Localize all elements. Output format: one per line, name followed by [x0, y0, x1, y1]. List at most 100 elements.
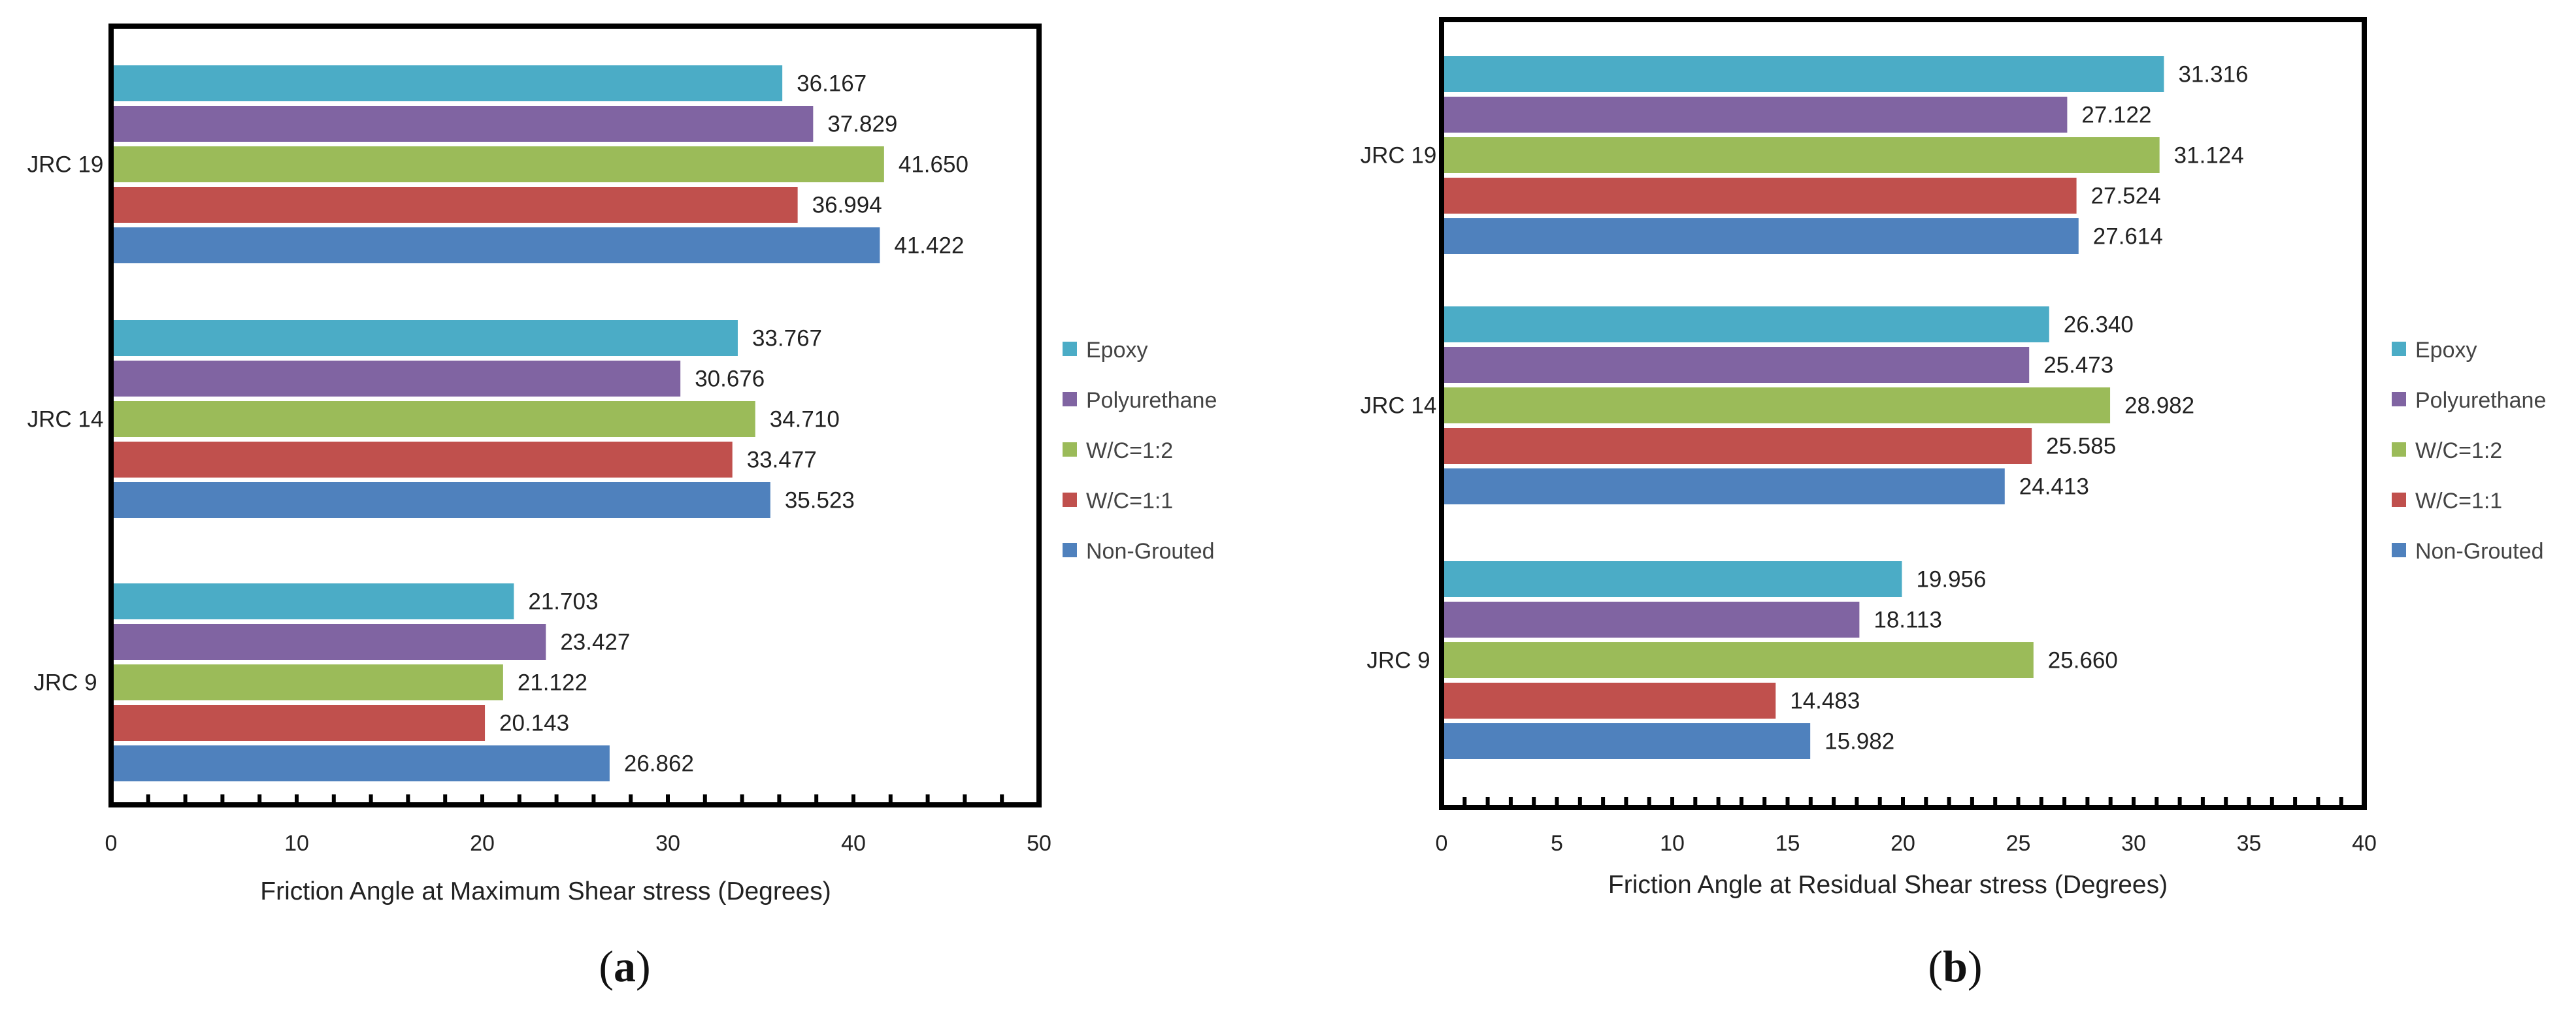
bar-a-jrc19-polyurethane [111, 106, 814, 142]
data-label: 24.413 [2019, 474, 2089, 500]
data-label: 18.113 [1874, 608, 1941, 633]
data-label: 33.477 [747, 448, 817, 473]
bar-a-jrc9-polyurethane [111, 624, 546, 660]
legend-swatch [1063, 493, 1077, 507]
legend-swatch [2392, 342, 2406, 356]
legend: Epoxy Polyurethane W/C=1:2 W/C=1:1 Non-Grout… [2392, 338, 2546, 564]
data-label: 30.676 [695, 367, 765, 392]
data-label: 27.614 [2093, 224, 2163, 250]
bar-a-jrc9-wc12 [111, 664, 503, 700]
data-label: 35.523 [785, 488, 855, 513]
legend-swatch [2392, 392, 2406, 406]
data-label: 19.956 [1916, 567, 1986, 593]
panel-label-letter: b [1943, 941, 1968, 991]
data-label: 15.982 [1825, 729, 1894, 755]
data-label: 21.122 [518, 670, 587, 696]
data-label: 27.122 [2081, 103, 2151, 128]
bar-a-jrc19-wc11 [111, 187, 798, 223]
x-tick-label: 40 [841, 831, 866, 856]
data-label: 20.143 [499, 711, 569, 736]
legend-label: Epoxy [1086, 338, 1148, 363]
x-tick-label: 10 [284, 831, 309, 856]
bar-b-jrc14-epoxy [1442, 306, 2049, 342]
data-label: 41.422 [894, 233, 964, 259]
data-label: 28.982 [2124, 393, 2194, 419]
data-label: 36.994 [812, 193, 882, 218]
panel-label-close: ) [636, 941, 651, 991]
data-label: 31.124 [2174, 143, 2244, 169]
bar-a-jrc19-wc12 [111, 146, 884, 182]
data-label: 36.167 [797, 71, 867, 97]
bar-b-jrc9-epoxy [1442, 561, 1902, 597]
bar-a-jrc14-wc11 [111, 442, 733, 478]
legend-swatch [1063, 442, 1077, 457]
chart-panel-b: 31.316 27.122 31.124 27.524 27.614 JRC 19 26.3… [1361, 17, 2546, 991]
bar-a-jrc19-nongrouted [111, 227, 880, 263]
x-tick-label: 20 [1891, 831, 1915, 856]
legend-label: W/C=1:1 [2415, 489, 2502, 513]
bar-b-jrc14-polyurethane [1442, 347, 2030, 383]
legend-label: Non-Grouted [2415, 539, 2544, 564]
category-label: JRC 14 [27, 407, 104, 432]
x-tick-label: 5 [1551, 831, 1563, 856]
data-label: 25.473 [2043, 353, 2113, 378]
bar-b-jrc9-wc12 [1442, 642, 2034, 678]
x-axis-title: Friction Angle at Residual Shear stress … [1608, 871, 2168, 899]
x-tick-label: 25 [2006, 831, 2031, 856]
x-tick-label: 15 [1775, 831, 1800, 856]
bar-b-jrc19-polyurethane [1442, 97, 2068, 133]
bar-b-jrc9-wc11 [1442, 683, 1776, 719]
legend-label: W/C=1:2 [1086, 438, 1173, 463]
panel-label-close: ) [1968, 941, 1983, 991]
data-label: 26.340 [2064, 312, 2134, 338]
x-tick-label: 0 [1436, 831, 1448, 856]
category-label: JRC 19 [27, 152, 104, 178]
bar-b-jrc14-wc12 [1442, 387, 2111, 423]
x-tick-label: 30 [2121, 831, 2146, 856]
bar-a-jrc14-wc12 [111, 401, 755, 437]
bar-b-jrc19-wc12 [1442, 137, 2160, 173]
data-label: 33.767 [752, 326, 822, 351]
data-label: 14.483 [1790, 689, 1860, 714]
legend-label: Polyurethane [2415, 388, 2546, 413]
legend-swatch [2392, 543, 2406, 557]
bar-b-jrc9-polyurethane [1442, 602, 1860, 638]
legend-label: Epoxy [2415, 338, 2477, 363]
x-tick-label: 0 [105, 831, 118, 856]
panel-label-open: ( [599, 941, 614, 991]
data-label: 27.524 [2091, 184, 2161, 209]
data-label: 25.585 [2046, 434, 2116, 459]
data-label: 41.650 [899, 152, 968, 178]
data-label: 25.660 [2048, 648, 2118, 674]
panel-label: (b) [1928, 941, 1982, 991]
x-tick-label: 30 [655, 831, 680, 856]
plot-frame [108, 24, 1042, 807]
x-axis-title: Friction Angle at Maximum Shear stress (… [260, 877, 831, 905]
x-tick-label: 40 [2352, 831, 2377, 856]
bar-a-jrc14-epoxy [111, 320, 738, 356]
bar-a-jrc19-epoxy [111, 65, 783, 101]
category-label: JRC 19 [1361, 143, 1437, 169]
data-label: 26.862 [624, 751, 694, 777]
category-label: JRC 9 [33, 670, 97, 696]
bar-b-jrc9-nongrouted [1442, 723, 1811, 759]
bar-b-jrc14-wc11 [1442, 428, 2032, 464]
x-tick-label: 20 [470, 831, 495, 856]
panel-label-letter: a [614, 941, 636, 991]
legend-label: Polyurethane [1086, 388, 1217, 413]
legend-swatch [1063, 392, 1077, 406]
data-label: 31.316 [2178, 62, 2248, 88]
x-tick-label: 35 [2237, 831, 2262, 856]
x-tick-label: 10 [1660, 831, 1685, 856]
bar-b-jrc19-wc11 [1442, 178, 2077, 214]
x-tick-label: 50 [1027, 831, 1051, 856]
legend: Epoxy Polyurethane W/C=1:2 W/C=1:1 Non-Grout… [1063, 338, 1217, 564]
bar-a-jrc9-epoxy [111, 583, 514, 619]
legend-label: W/C=1:1 [1086, 489, 1173, 513]
bar-a-jrc14-polyurethane [111, 361, 681, 397]
data-label: 37.829 [827, 112, 897, 137]
legend-label: Non-Grouted [1086, 539, 1215, 564]
legend-swatch [1063, 543, 1077, 557]
